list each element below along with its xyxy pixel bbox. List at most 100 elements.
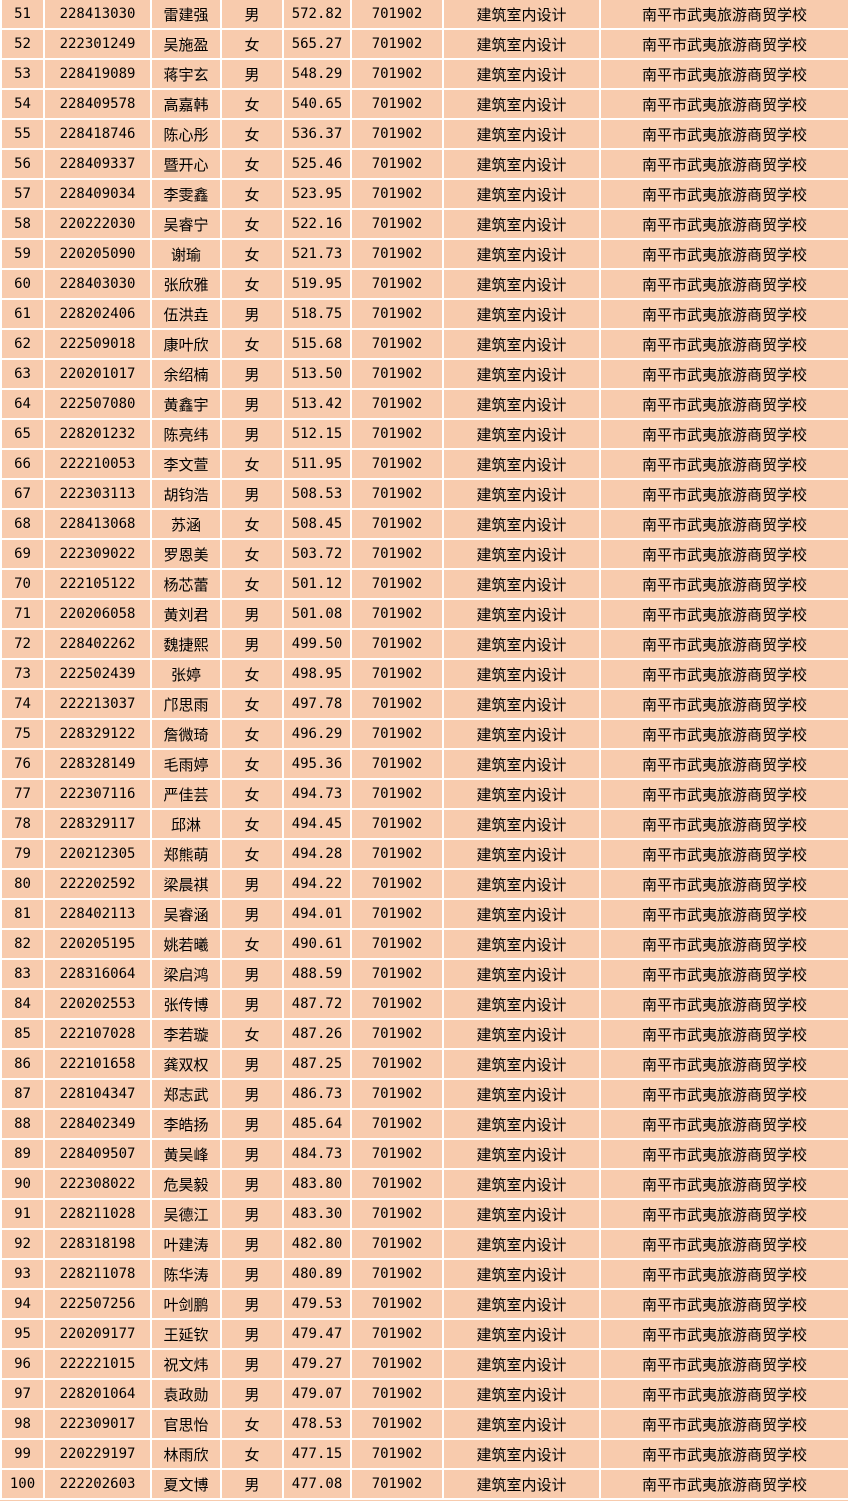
rank-cell: 100 [0,1469,45,1500]
rank-cell: 84 [0,989,45,1020]
code-cell: 701902 [350,659,444,690]
major-cell: 建筑室内设计 [442,1409,601,1440]
code-cell: 701902 [350,269,444,300]
gender-cell: 女 [220,89,284,120]
school-cell: 南平市武夷旅游商贸学校 [599,869,848,900]
school-cell: 南平市武夷旅游商贸学校 [599,0,848,30]
table-row: 89 228409507 黄吴峰男 484.73 701902 建筑室内设计 南平市武夷旅游… [0,1139,848,1170]
rank-cell: 88 [0,1109,45,1140]
school-cell: 南平市武夷旅游商贸学校 [599,389,848,420]
code-cell: 701902 [350,1049,444,1080]
major-cell: 建筑室内设计 [442,269,601,300]
gender-cell: 男 [220,1109,284,1140]
student-id-cell: 228418746 [43,119,152,150]
table-row: 96 222221015 祝文炜男 479.27 701902 建筑室内设计 南平市武夷旅游… [0,1349,848,1380]
table-row: 62 222509018 康叶欣女 515.68 701902 建筑室内设计 南平市武夷旅游… [0,329,848,360]
major-cell: 建筑室内设计 [442,89,601,120]
rank-cell: 66 [0,449,45,480]
rank-cell: 67 [0,479,45,510]
major-cell: 建筑室内设计 [442,929,601,960]
score-cell: 479.07 [282,1379,352,1410]
code-cell: 701902 [350,329,444,360]
score-cell: 477.15 [282,1439,352,1470]
table-row: 70 222105122 杨芯蕾女 501.12 701902 建筑室内设计 南平市武夷旅游… [0,569,848,600]
school-cell: 南平市武夷旅游商贸学校 [599,539,848,570]
score-cell: 498.95 [282,659,352,690]
school-cell: 南平市武夷旅游商贸学校 [599,329,848,360]
table-row: 97 228201064 袁政勋男 479.07 701902 建筑室内设计 南平市武夷旅游… [0,1379,848,1410]
table-row: 56 228409337 暨开心女 525.46 701902 建筑室内设计 南平市武夷旅游… [0,149,848,180]
table-row: 85 222107028 李若璇女 487.26 701902 建筑室内设计 南平市武夷旅游… [0,1019,848,1050]
code-cell: 701902 [350,569,444,600]
code-cell: 701902 [350,1409,444,1440]
score-cell: 512.15 [282,419,352,450]
score-cell: 501.12 [282,569,352,600]
code-cell: 701902 [350,59,444,90]
major-cell: 建筑室内设计 [442,29,601,60]
gender-cell: 男 [220,1169,284,1200]
major-cell: 建筑室内设计 [442,1259,601,1290]
name-cell: 黄吴峰 [150,1139,222,1170]
major-cell: 建筑室内设计 [442,809,601,840]
code-cell: 701902 [350,1259,444,1290]
score-cell: 523.95 [282,179,352,210]
rank-cell: 58 [0,209,45,240]
code-cell: 701902 [350,419,444,450]
score-cell: 548.29 [282,59,352,90]
gender-cell: 男 [220,59,284,90]
table-row: 57 228409034 李雯鑫女 523.95 701902 建筑室内设计 南平市武夷旅游… [0,179,848,210]
student-id-cell: 220202553 [43,989,152,1020]
major-cell: 建筑室内设计 [442,599,601,630]
rank-cell: 97 [0,1379,45,1410]
code-cell: 701902 [350,779,444,810]
score-cell: 485.64 [282,1109,352,1140]
student-id-cell: 222210053 [43,449,152,480]
score-cell: 483.30 [282,1199,352,1230]
gender-cell: 女 [220,659,284,690]
gender-cell: 男 [220,869,284,900]
name-cell: 郑志武 [150,1079,222,1110]
rank-cell: 63 [0,359,45,390]
student-id-cell: 228328149 [43,749,152,780]
code-cell: 701902 [350,389,444,420]
major-cell: 建筑室内设计 [442,479,601,510]
code-cell: 701902 [350,1169,444,1200]
student-id-cell: 222309017 [43,1409,152,1440]
gender-cell: 男 [220,389,284,420]
student-id-cell: 228409507 [43,1139,152,1170]
table-row: 76 228328149 毛雨婷女 495.36 701902 建筑室内设计 南平市武夷旅游… [0,749,848,780]
name-cell: 叶剑鹏 [150,1289,222,1320]
student-id-cell: 228201064 [43,1379,152,1410]
table-row: 52 222301249 吴施盈女 565.27 701902 建筑室内设计 南平市武夷旅游… [0,29,848,60]
table-row: 67 222303113 胡钧浩男 508.53 701902 建筑室内设计 南平市武夷旅游… [0,479,848,510]
school-cell: 南平市武夷旅游商贸学校 [599,899,848,930]
score-cell: 508.45 [282,509,352,540]
school-cell: 南平市武夷旅游商贸学校 [599,599,848,630]
school-cell: 南平市武夷旅游商贸学校 [599,779,848,810]
code-cell: 701902 [350,1229,444,1260]
school-cell: 南平市武夷旅游商贸学校 [599,1379,848,1410]
school-cell: 南平市武夷旅游商贸学校 [599,719,848,750]
student-id-cell: 222105122 [43,569,152,600]
table-row: 59 220205090 谢瑜女 521.73 701902 建筑室内设计 南平市武夷旅游商… [0,239,848,270]
rank-cell: 78 [0,809,45,840]
student-id-cell: 228403030 [43,269,152,300]
school-cell: 南平市武夷旅游商贸学校 [599,959,848,990]
rank-cell: 77 [0,779,45,810]
school-cell: 南平市武夷旅游商贸学校 [599,149,848,180]
school-cell: 南平市武夷旅游商贸学校 [599,419,848,450]
student-id-cell: 220205090 [43,239,152,270]
code-cell: 701902 [350,539,444,570]
gender-cell: 女 [220,119,284,150]
score-cell: 501.08 [282,599,352,630]
score-cell: 482.80 [282,1229,352,1260]
major-cell: 建筑室内设计 [442,389,601,420]
student-id-cell: 228413068 [43,509,152,540]
rank-cell: 75 [0,719,45,750]
major-cell: 建筑室内设计 [442,1169,601,1200]
student-id-cell: 222509018 [43,329,152,360]
table-row: 69 222309022 罗恩美女 503.72 701902 建筑室内设计 南平市武夷旅游… [0,539,848,570]
score-cell: 487.25 [282,1049,352,1080]
table-row: 53 228419089 蒋宇玄男 548.29 701902 建筑室内设计 南平市武夷旅游… [0,59,848,90]
major-cell: 建筑室内设计 [442,419,601,450]
